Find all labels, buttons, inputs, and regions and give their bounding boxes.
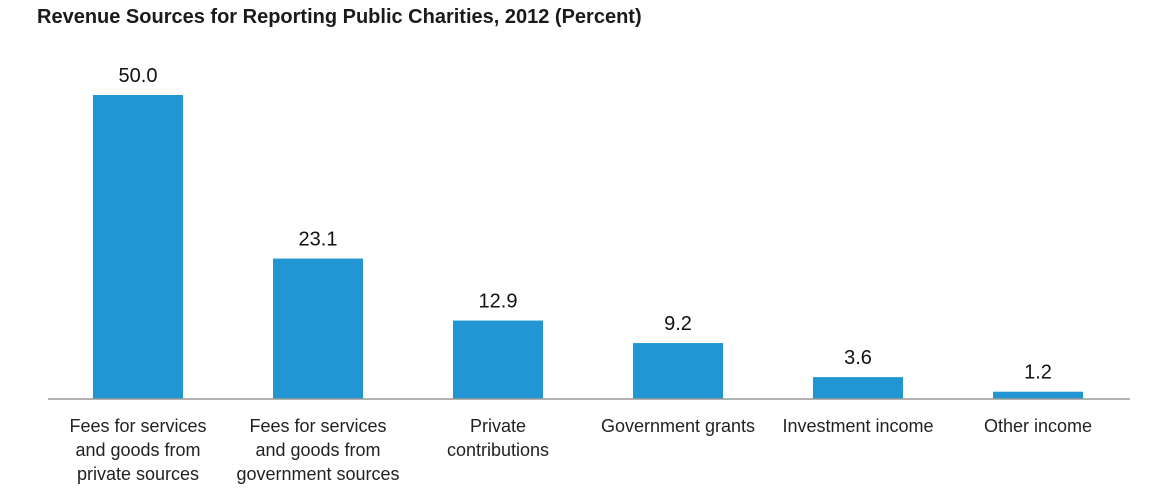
data-label-2: 23.1	[299, 229, 338, 251]
category-label-line: Fees for services	[249, 416, 386, 436]
value-labels-group: 50.0 23.1 12.9 9.2 3.6 1.2	[119, 65, 1052, 384]
category-labels-group: Fees for services and goods from private s…	[69, 416, 1092, 484]
category-label-line: and goods from	[75, 440, 200, 460]
category-label-line: Government grants	[601, 416, 755, 436]
category-label-line: Other income	[984, 416, 1092, 436]
data-label-4: 9.2	[664, 313, 692, 335]
bar-2	[273, 258, 363, 399]
category-label-line: and goods from	[255, 440, 380, 460]
bar-1	[93, 95, 183, 399]
data-label-5: 3.6	[844, 347, 872, 369]
bar-3	[453, 320, 543, 399]
category-label-5: Investment income	[782, 416, 933, 436]
bar-5	[813, 377, 903, 399]
category-label-line: contributions	[447, 440, 549, 460]
bar-4	[633, 343, 723, 399]
category-label-6: Other income	[984, 416, 1092, 436]
category-label-line: Fees for services	[69, 416, 206, 436]
category-label-line: government sources	[236, 464, 399, 484]
data-label-1: 50.0	[119, 65, 158, 87]
category-label-line: Investment income	[782, 416, 933, 436]
category-label-4: Government grants	[601, 416, 755, 436]
data-label-3: 12.9	[479, 291, 518, 313]
data-label-6: 1.2	[1024, 362, 1052, 384]
category-label-3: Private contributions	[447, 416, 549, 460]
category-label-line: private sources	[77, 464, 199, 484]
category-label-1: Fees for services and goods from private s…	[69, 416, 206, 484]
bars-group	[93, 95, 1083, 399]
bar-6	[993, 391, 1083, 399]
chart-title: Revenue Sources for Reporting Public Cha…	[37, 6, 642, 28]
category-label-line: Private	[470, 416, 526, 436]
category-label-2: Fees for services and goods from governmen…	[236, 416, 399, 484]
